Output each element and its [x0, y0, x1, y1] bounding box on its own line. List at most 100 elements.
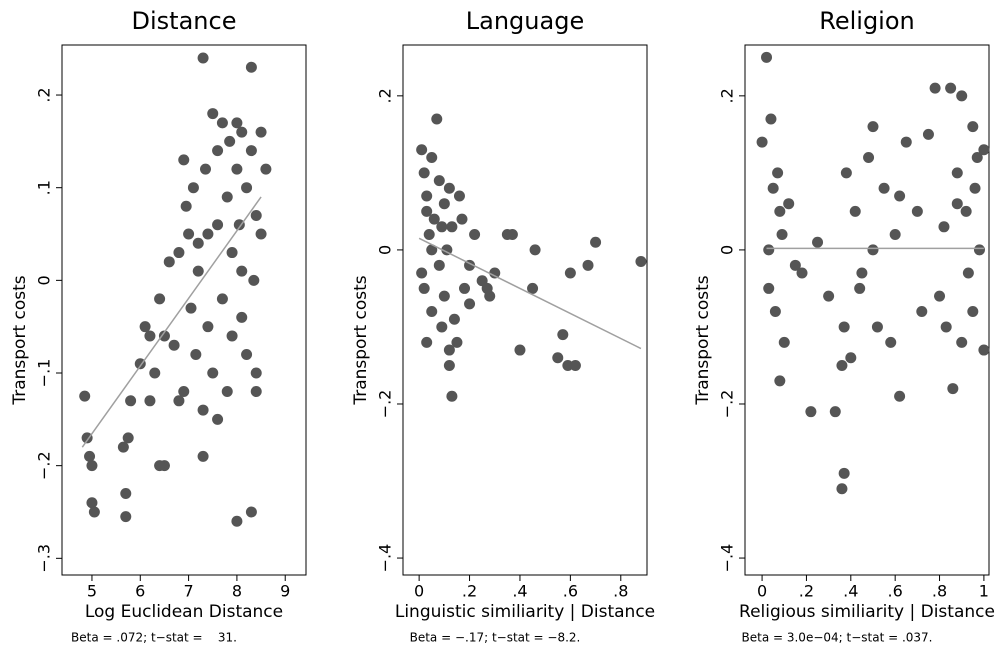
point: [418, 282, 430, 294]
fit-line: [418, 237, 642, 350]
x-tick-label: 7: [183, 582, 193, 601]
point: [765, 113, 777, 125]
point: [236, 265, 248, 277]
note: Beta = −.17; t−stat = −8.2.: [410, 631, 581, 645]
point: [938, 221, 950, 233]
point: [769, 306, 781, 318]
point: [940, 321, 952, 333]
x-axis-label: Religious similiarity | Distance: [739, 602, 995, 622]
x-tick-label: 1: [979, 582, 989, 601]
point: [829, 406, 841, 418]
point: [149, 367, 161, 379]
point: [506, 229, 518, 241]
point: [922, 128, 934, 140]
point: [849, 205, 861, 217]
point: [845, 352, 857, 364]
point: [245, 61, 257, 73]
y-tick-label: −.4: [376, 544, 395, 573]
point: [173, 247, 185, 259]
point: [154, 293, 166, 305]
point: [236, 126, 248, 138]
point: [436, 321, 448, 333]
point: [245, 506, 257, 518]
point: [250, 367, 262, 379]
point: [967, 306, 979, 318]
x-tick-label: .2: [462, 582, 477, 601]
point: [967, 121, 979, 133]
point: [945, 82, 957, 94]
point: [973, 244, 985, 256]
y-tick-label: .2: [35, 87, 54, 102]
point: [443, 182, 455, 194]
point: [192, 237, 204, 249]
x-tick-label: 0: [757, 582, 767, 601]
point: [163, 256, 175, 268]
point: [202, 321, 214, 333]
point: [767, 182, 779, 194]
point: [514, 344, 526, 356]
x-axis-label: Linguistic similiarity | Distance: [395, 602, 655, 622]
point: [212, 145, 224, 157]
point: [527, 282, 539, 294]
point: [867, 244, 879, 256]
point: [202, 228, 214, 240]
point: [207, 367, 219, 379]
point: [446, 221, 458, 233]
point: [562, 359, 574, 371]
point: [154, 460, 166, 472]
x-tick-label: .4: [843, 582, 858, 601]
point: [812, 236, 824, 248]
point: [207, 108, 219, 120]
point: [889, 229, 901, 241]
point: [951, 198, 963, 210]
point: [431, 113, 443, 125]
x-tick-label: .6: [888, 582, 903, 601]
point: [221, 191, 233, 203]
plot-frame: [744, 44, 990, 576]
point: [86, 497, 98, 509]
y-tick-label: −.2: [376, 390, 395, 419]
point: [960, 205, 972, 217]
point: [178, 386, 190, 398]
y-axis-label: Transport costs: [351, 275, 371, 405]
point: [260, 163, 272, 175]
point: [88, 506, 100, 518]
point: [838, 467, 850, 479]
point: [885, 336, 897, 348]
point: [459, 282, 471, 294]
point: [951, 167, 963, 179]
point: [226, 247, 238, 259]
note: Beta = .072; t−stat = 31.: [71, 631, 237, 645]
point: [878, 182, 890, 194]
point: [120, 511, 132, 523]
x-tick-label: .8: [932, 582, 947, 601]
point: [971, 151, 983, 163]
point: [763, 282, 775, 294]
point: [776, 229, 788, 241]
point: [557, 329, 569, 341]
point: [871, 321, 883, 333]
point: [756, 136, 768, 148]
point: [212, 413, 224, 425]
point: [216, 293, 228, 305]
point: [433, 259, 445, 271]
point: [867, 121, 879, 133]
point: [421, 205, 433, 217]
point: [489, 267, 501, 279]
point: [761, 51, 773, 63]
point: [81, 432, 93, 444]
x-tick-label: .2: [799, 582, 814, 601]
point: [774, 205, 786, 217]
point: [216, 117, 228, 129]
point: [778, 336, 790, 348]
point: [894, 190, 906, 202]
point: [144, 330, 156, 342]
point: [836, 359, 848, 371]
panel-title: Distance: [132, 7, 237, 35]
point: [423, 229, 435, 241]
x-tick-label: 9: [280, 582, 290, 601]
point: [125, 395, 137, 407]
point: [916, 306, 928, 318]
point: [481, 282, 493, 294]
